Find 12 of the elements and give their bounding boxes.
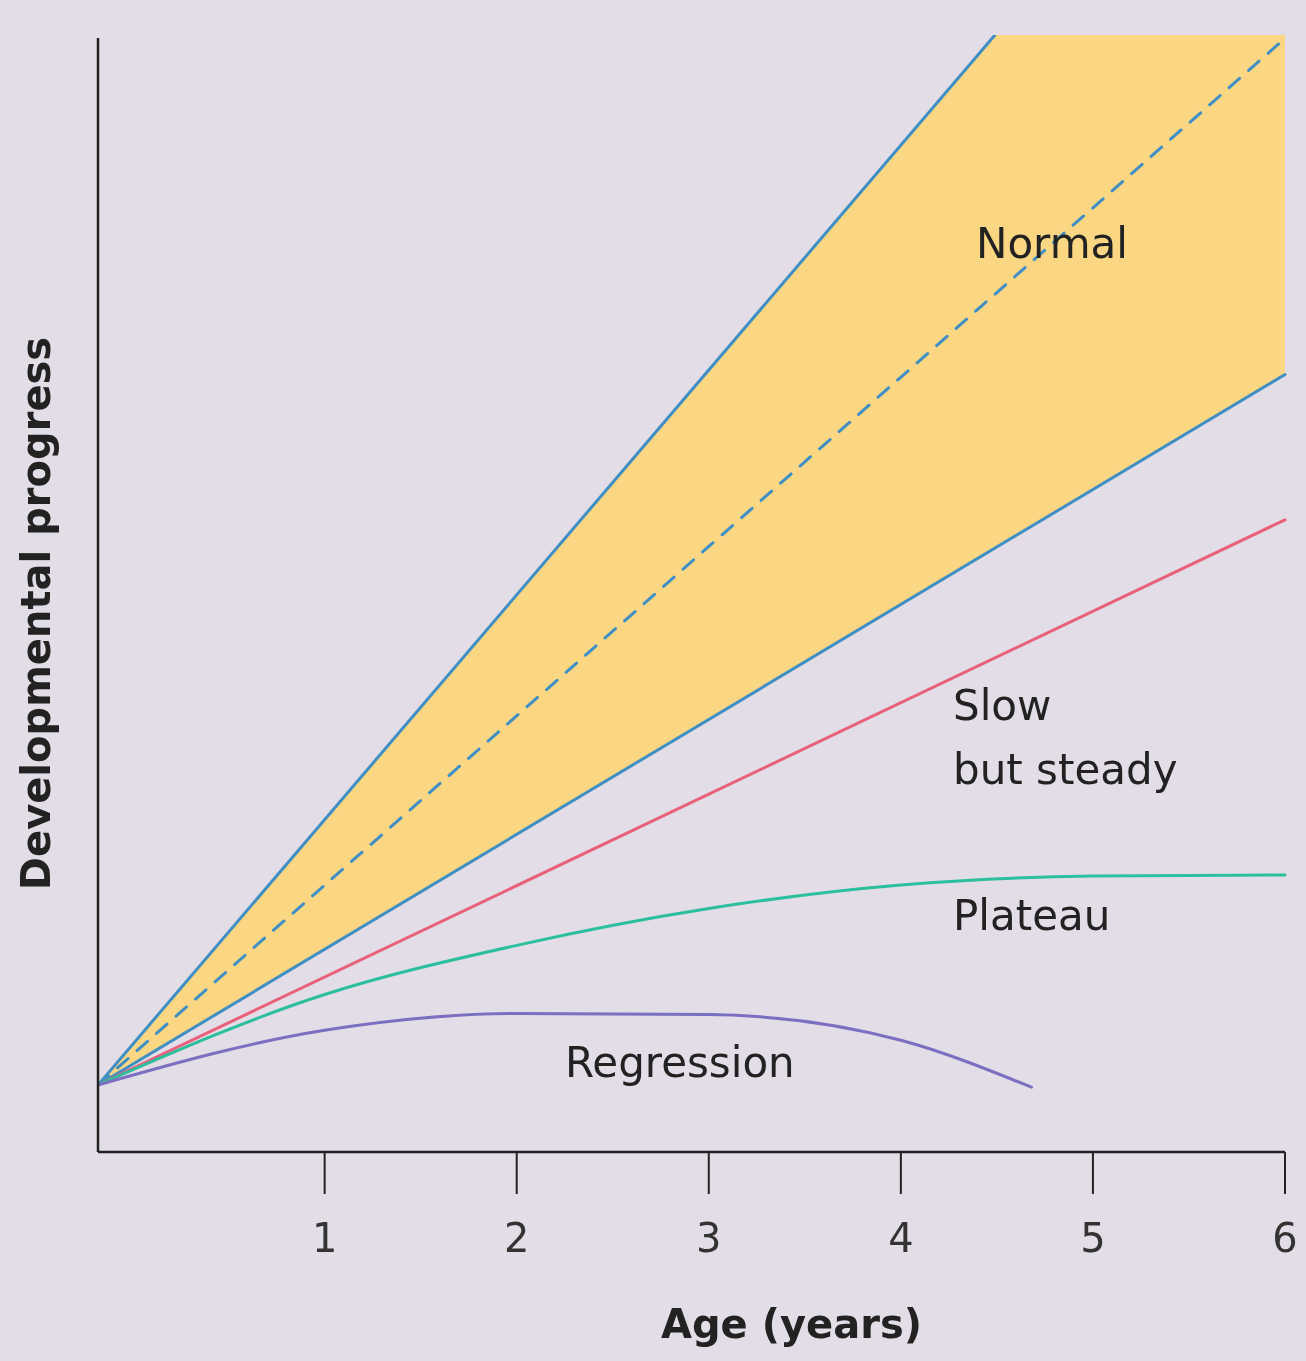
- x-tick-label: 5: [1080, 1215, 1106, 1261]
- x-tick-label: 2: [503, 1215, 530, 1261]
- x-axis-title: Age (years): [661, 1301, 922, 1347]
- series-label: Regression: [565, 1038, 795, 1087]
- x-tick-label: 1: [311, 1215, 338, 1261]
- x-tick-label: 4: [888, 1215, 914, 1261]
- x-tick-label: 3: [696, 1215, 722, 1261]
- series-label: Slow but steady: [953, 681, 1178, 794]
- series-label: Plateau: [953, 891, 1111, 940]
- y-axis-title: Developmental progress: [13, 336, 59, 891]
- series-label: Normal: [976, 219, 1128, 268]
- x-tick-label: 6: [1272, 1215, 1298, 1261]
